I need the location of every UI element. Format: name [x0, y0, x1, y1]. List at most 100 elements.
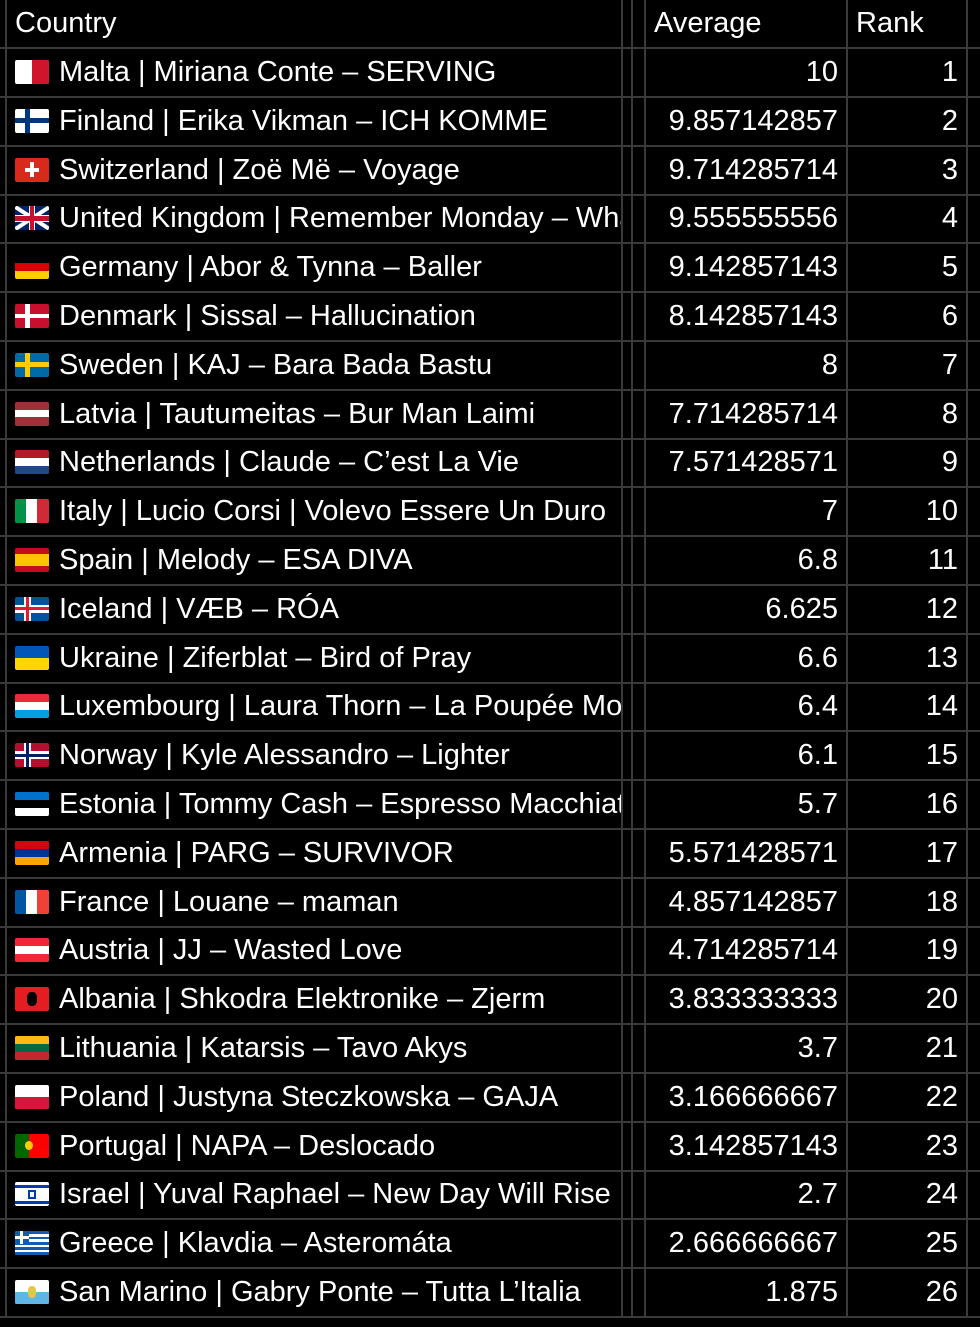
rank-cell[interactable]: 18	[848, 878, 968, 928]
header-rank[interactable]: Rank	[848, 0, 968, 49]
row-gutter[interactable]	[0, 537, 7, 586]
narrow-column[interactable]	[633, 1073, 646, 1123]
row-tail[interactable]	[968, 195, 980, 245]
average-cell[interactable]: 10	[646, 49, 848, 98]
country-cell[interactable]: Norway | Kyle Alessandro – Lighter	[7, 732, 623, 782]
average-cell[interactable]: 4.857142857	[646, 878, 848, 928]
average-cell[interactable]: 2.666666667	[646, 1220, 848, 1270]
narrow-column[interactable]	[633, 146, 646, 196]
rank-cell[interactable]: 20	[848, 976, 968, 1026]
narrow-column[interactable]	[633, 683, 646, 733]
row-tail[interactable]	[968, 342, 980, 391]
country-cell[interactable]: Luxembourg | Laura Thorn – La Poupée Mon…	[7, 683, 623, 733]
rank-cell[interactable]: 16	[848, 781, 968, 830]
row-tail[interactable]	[968, 391, 980, 440]
rank-cell[interactable]: 10	[848, 488, 968, 538]
row-gutter[interactable]	[0, 244, 7, 294]
rank-cell[interactable]: 5	[848, 244, 968, 294]
average-cell[interactable]: 5.571428571	[646, 829, 848, 879]
narrow-column[interactable]	[623, 976, 633, 1026]
row-gutter[interactable]	[0, 1025, 7, 1074]
narrow-column[interactable]	[633, 49, 646, 98]
row-tail[interactable]	[968, 0, 980, 49]
rank-cell[interactable]: 4	[848, 195, 968, 245]
country-cell[interactable]: Portugal | NAPA – Deslocado	[7, 1122, 623, 1172]
narrow-column[interactable]	[633, 732, 646, 782]
country-cell[interactable]: Germany | Abor & Tynna – Baller	[7, 244, 623, 294]
narrow-column[interactable]	[623, 537, 633, 586]
average-cell[interactable]: 9.857142857	[646, 97, 848, 147]
country-cell[interactable]: Netherlands | Claude – C’est La Vie	[7, 439, 623, 489]
narrow-column[interactable]	[633, 829, 646, 879]
narrow-column[interactable]	[623, 390, 633, 440]
narrow-column[interactable]	[633, 1122, 646, 1172]
country-cell[interactable]: Estonia | Tommy Cash – Espresso Macchiat…	[7, 781, 623, 830]
row-tail[interactable]	[968, 1220, 980, 1270]
rank-cell[interactable]: 17	[848, 829, 968, 879]
narrow-column[interactable]	[623, 1269, 633, 1318]
narrow-column[interactable]	[633, 0, 646, 49]
row-tail[interactable]	[968, 537, 980, 586]
average-cell[interactable]: 9.142857143	[646, 244, 848, 294]
country-cell[interactable]: Greece | Klavdia – Asteromáta	[7, 1220, 623, 1270]
row-tail[interactable]	[968, 1074, 980, 1123]
row-gutter[interactable]	[0, 488, 7, 538]
row-gutter[interactable]	[0, 1073, 7, 1123]
row-tail[interactable]	[968, 1171, 980, 1221]
country-cell[interactable]: Sweden | KAJ – Bara Bada Bastu	[7, 341, 623, 391]
row-gutter[interactable]	[0, 1171, 7, 1221]
row-gutter[interactable]	[0, 781, 7, 830]
average-cell[interactable]: 9.555555556	[646, 195, 848, 245]
row-tail[interactable]	[968, 147, 980, 196]
narrow-column[interactable]	[623, 585, 633, 635]
average-cell[interactable]: 3.7	[646, 1025, 848, 1074]
country-cell[interactable]: Israel | Yuval Raphael – New Day Will Ri…	[7, 1171, 623, 1221]
header-average[interactable]: Average	[646, 0, 848, 49]
narrow-column[interactable]	[623, 634, 633, 684]
narrow-column[interactable]	[623, 1220, 633, 1270]
rank-cell[interactable]: 11	[848, 537, 968, 586]
rank-cell[interactable]: 1	[848, 49, 968, 98]
average-cell[interactable]: 7	[646, 488, 848, 538]
row-tail[interactable]	[968, 781, 980, 830]
row-gutter[interactable]	[0, 146, 7, 196]
narrow-column[interactable]	[623, 781, 633, 830]
rank-cell[interactable]: 2	[848, 97, 968, 147]
row-tail[interactable]	[968, 1123, 980, 1172]
narrow-column[interactable]	[633, 195, 646, 245]
narrow-column[interactable]	[623, 293, 633, 342]
narrow-column[interactable]	[633, 1025, 646, 1074]
rank-cell[interactable]: 24	[848, 1171, 968, 1221]
row-tail[interactable]	[968, 1025, 980, 1074]
narrow-column[interactable]	[633, 976, 646, 1026]
row-gutter[interactable]	[0, 683, 7, 733]
rank-cell[interactable]: 14	[848, 683, 968, 733]
average-cell[interactable]: 6.625	[646, 585, 848, 635]
narrow-column[interactable]	[623, 488, 633, 538]
rank-cell[interactable]: 9	[848, 439, 968, 489]
narrow-column[interactable]	[623, 341, 633, 391]
header-country[interactable]: Country	[7, 0, 623, 49]
rank-cell[interactable]: 21	[848, 1025, 968, 1074]
narrow-column[interactable]	[623, 1122, 633, 1172]
row-gutter[interactable]	[0, 390, 7, 440]
country-cell[interactable]: Poland | Justyna Steczkowska – GAJA	[7, 1073, 623, 1123]
rank-cell[interactable]: 23	[848, 1122, 968, 1172]
rank-cell[interactable]: 15	[848, 732, 968, 782]
narrow-column[interactable]	[623, 927, 633, 977]
row-gutter[interactable]	[0, 0, 7, 49]
average-cell[interactable]: 1.875	[646, 1269, 848, 1318]
narrow-column[interactable]	[633, 781, 646, 830]
row-gutter[interactable]	[0, 1220, 7, 1270]
narrow-column[interactable]	[633, 1269, 646, 1318]
row-gutter[interactable]	[0, 293, 7, 342]
narrow-column[interactable]	[623, 0, 633, 49]
row-gutter[interactable]	[0, 49, 7, 98]
average-cell[interactable]: 7.571428571	[646, 439, 848, 489]
country-cell[interactable]: Albania | Shkodra Elektronike – Zjerm	[7, 976, 623, 1026]
country-cell[interactable]: France | Louane – maman	[7, 878, 623, 928]
country-cell[interactable]: San Marino | Gabry Ponte – Tutta L’Itali…	[7, 1269, 623, 1318]
average-cell[interactable]: 6.8	[646, 537, 848, 586]
average-cell[interactable]: 8.142857143	[646, 293, 848, 342]
row-gutter[interactable]	[0, 634, 7, 684]
